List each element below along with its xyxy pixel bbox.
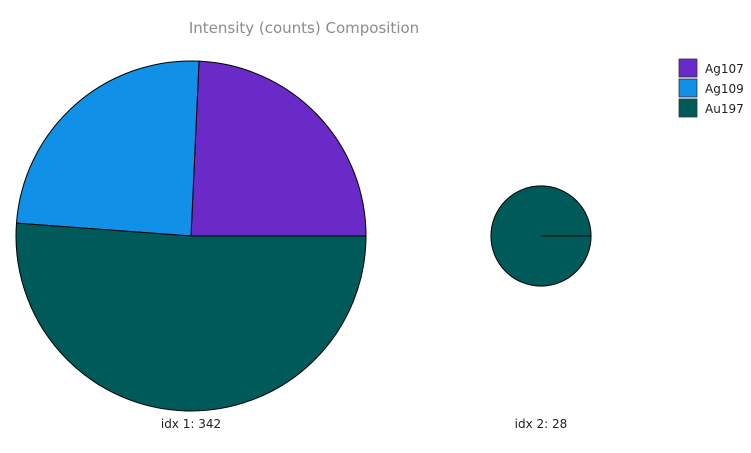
- legend-label-au197: Au197: [705, 102, 744, 116]
- legend-label-ag107: Ag107: [705, 62, 744, 76]
- legend-item-ag107[interactable]: Ag107: [678, 58, 744, 78]
- legend: Ag107 Ag109 Au197: [678, 58, 744, 118]
- legend-swatch-ag107: [678, 58, 698, 78]
- pie-slice-idx-1-342-ag107: [190, 60, 367, 237]
- pie-idx-1: [15, 60, 367, 412]
- legend-label-ag109: Ag109: [705, 82, 744, 96]
- legend-item-ag109[interactable]: Ag109: [678, 78, 744, 98]
- pie-label-idx-1: idx 1: 342: [161, 417, 221, 431]
- pie-slice-idx-1-342-ag109: [15, 60, 200, 237]
- pie-label-idx-2: idx 2: 28: [515, 417, 568, 431]
- legend-swatch-au197: [678, 98, 698, 118]
- legend-item-au197[interactable]: Au197: [678, 98, 744, 118]
- chart-title: Intensity (counts) Composition: [189, 19, 419, 37]
- pie-slice-idx-1-342-au197: [15, 222, 367, 412]
- pie-idx-2: [490, 185, 592, 287]
- legend-swatch-ag109: [678, 78, 698, 98]
